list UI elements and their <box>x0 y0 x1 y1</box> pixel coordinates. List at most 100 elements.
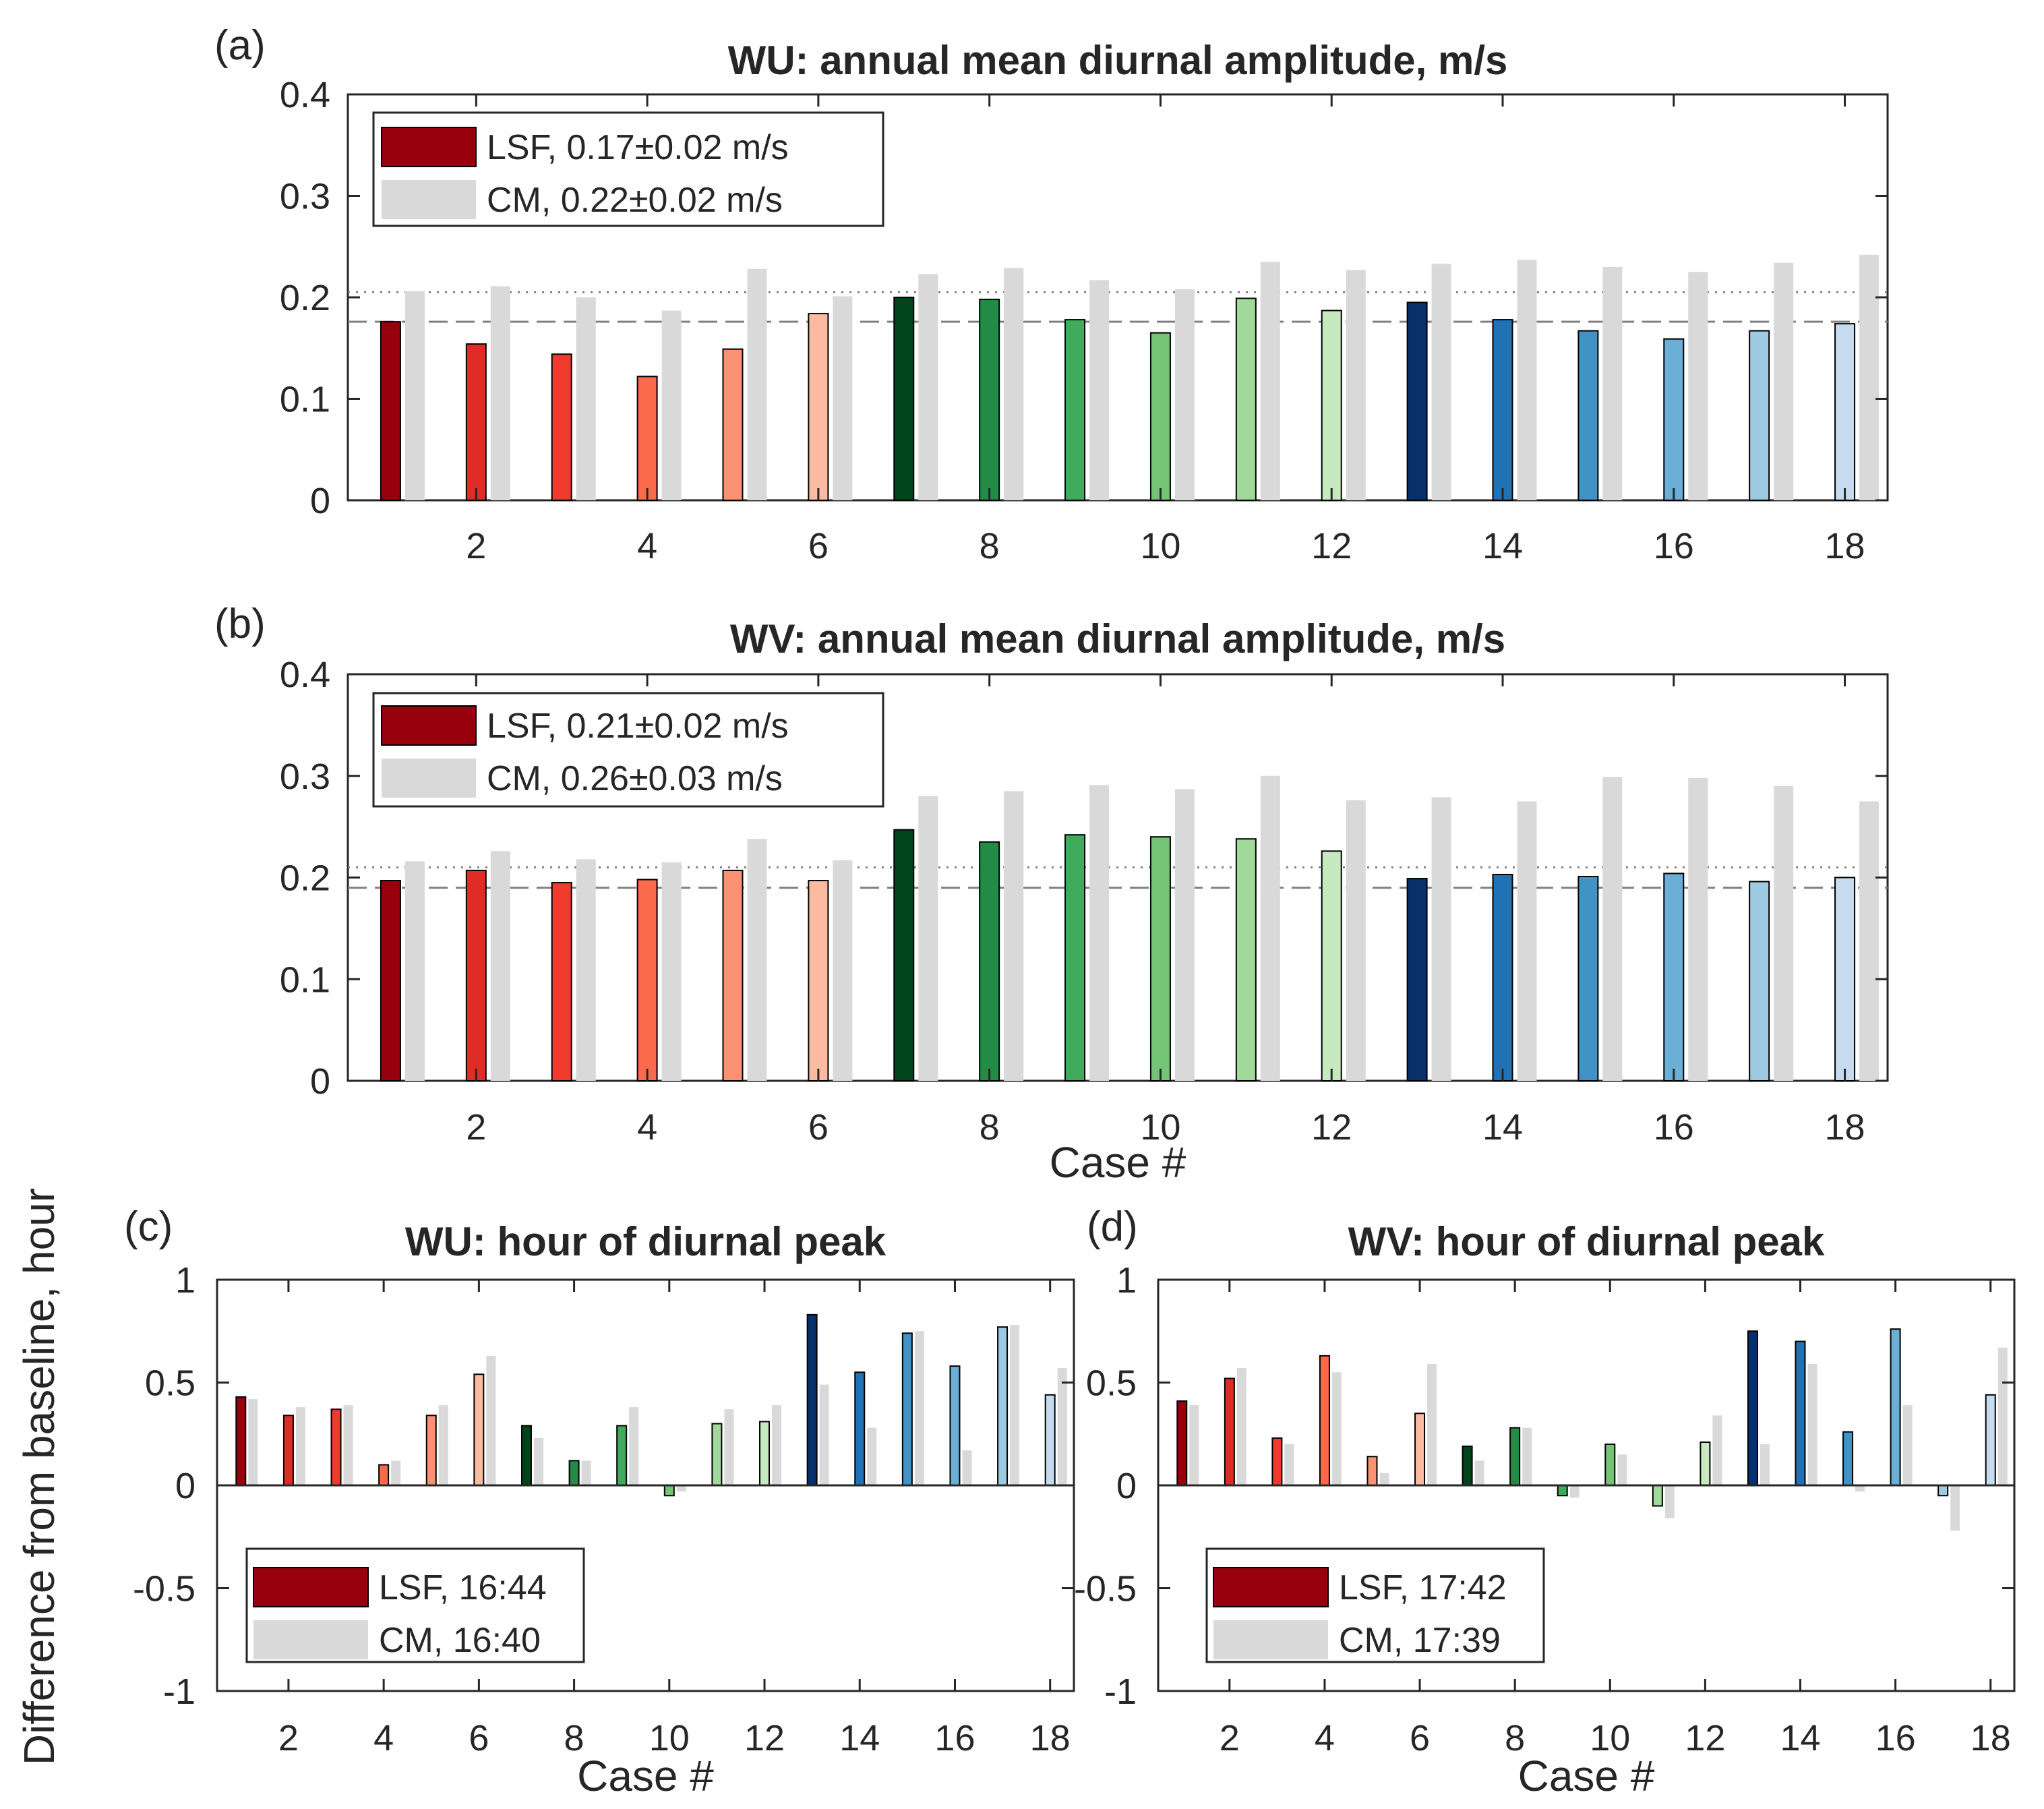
bar-cm-case-6 <box>486 1355 496 1485</box>
bar-lsf-case-10 <box>663 1485 675 1497</box>
x-tick-label: 14 <box>1482 526 1523 566</box>
x-axis-label: Case # <box>577 1752 714 1800</box>
bar-lsf-case-5 <box>1366 1456 1378 1487</box>
x-tick-label: 6 <box>1410 1718 1430 1758</box>
bar-cm-case-18 <box>1057 1368 1067 1485</box>
bar-lsf-case-14 <box>1492 319 1513 501</box>
legend-label-lsf: LSF, 16:44 <box>379 1568 547 1607</box>
bar-lsf-case-3 <box>1271 1437 1283 1487</box>
legend-label-lsf: LSF, 0.17±0.02 m/s <box>487 128 789 167</box>
bar-cm-case-15 <box>1855 1485 1865 1492</box>
x-tick-label: 6 <box>808 526 829 566</box>
bar-lsf-case-9 <box>1064 319 1086 501</box>
y-tick-label: 0.2 <box>280 858 330 899</box>
chart-title: WU: hour of diurnal peak <box>405 1219 886 1264</box>
bar-lsf-case-4 <box>1319 1355 1330 1486</box>
bar-lsf-case-4 <box>378 1464 390 1486</box>
bar-cm-case-10 <box>1174 289 1195 500</box>
bar-lsf-case-7 <box>893 829 915 1081</box>
bar-cm-case-11 <box>1260 262 1280 500</box>
bar-cm-case-3 <box>576 297 596 500</box>
bar-cm-case-17 <box>1774 785 1794 1081</box>
legend-label-cm: CM, 16:40 <box>379 1621 541 1660</box>
x-tick-label: 12 <box>1311 1107 1352 1148</box>
bar-cm-case-15 <box>1602 777 1623 1081</box>
x-axis-label: Case # <box>1050 1138 1186 1187</box>
chart-title: WV: hour of diurnal peak <box>1348 1219 1825 1264</box>
y-tick-label: 0 <box>310 481 330 521</box>
legend-swatch-cm <box>382 759 476 798</box>
bar-lsf-case-15 <box>1842 1431 1854 1486</box>
bar-lsf-case-17 <box>997 1326 1009 1487</box>
bar-cm-case-8 <box>1004 268 1024 500</box>
bar-cm-case-15 <box>914 1331 924 1485</box>
bar-lsf-case-13 <box>1406 301 1428 501</box>
bar-cm-case-15 <box>1602 266 1623 500</box>
y-tick-label: 0 <box>310 1061 330 1102</box>
bar-lsf-case-6 <box>808 880 829 1081</box>
x-tick-label: 18 <box>1825 526 1865 566</box>
panel-a: 0 0.1 0.2 0.3 0.4 2 4 6 8 10 12 14 16 18 WU: annual me… <box>214 22 1889 566</box>
x-tick-label: 10 <box>1140 526 1180 566</box>
bar-lsf-case-9 <box>1557 1485 1568 1497</box>
bar-cm-case-5 <box>747 839 767 1081</box>
x-tick-label: 16 <box>1654 1107 1694 1148</box>
bar-lsf-case-16 <box>1663 872 1685 1081</box>
bar-lsf-case-17 <box>1749 881 1770 1082</box>
bar-lsf-case-11 <box>711 1423 723 1486</box>
bar-cm-case-3 <box>576 859 596 1081</box>
legend: LSF, 0.21±0.02 m/s CM, 0.26±0.03 m/s <box>372 692 884 808</box>
bar-cm-case-16 <box>962 1450 972 1485</box>
legend-swatch-lsf <box>253 1567 369 1607</box>
bar-lsf-case-2 <box>1224 1377 1235 1487</box>
bar-lsf-case-7 <box>1462 1446 1473 1487</box>
y-tick-label: 1 <box>175 1260 196 1301</box>
x-tick-label: 10 <box>649 1718 690 1758</box>
y-tick-label: -0.5 <box>1074 1569 1137 1609</box>
x-tick-label: 14 <box>1780 1718 1820 1758</box>
bar-lsf-case-17 <box>1749 330 1770 502</box>
bar-lsf-case-2 <box>465 343 487 502</box>
x-axis-label: Case # <box>1518 1752 1655 1800</box>
x-tick-label: 14 <box>1482 1107 1523 1148</box>
bar-lsf-case-7 <box>893 297 915 501</box>
bar-lsf-case-13 <box>1406 878 1428 1081</box>
y-tick-label: 0.2 <box>280 278 330 318</box>
panel-label: (d) <box>1087 1204 1138 1250</box>
bar-cm-case-17 <box>1774 262 1794 500</box>
x-tick-label: 4 <box>637 1107 657 1148</box>
bar-lsf-case-9 <box>1064 834 1086 1082</box>
bar-lsf-case-5 <box>425 1415 437 1487</box>
bar-lsf-case-10 <box>1149 332 1171 501</box>
bar-cm-case-14 <box>1807 1364 1817 1485</box>
bar-cm-case-13 <box>1760 1444 1770 1485</box>
x-tick-label: 2 <box>466 1107 486 1148</box>
x-tick-label: 18 <box>1971 1718 2011 1758</box>
bar-lsf-case-16 <box>949 1365 961 1486</box>
x-tick-label: 4 <box>373 1718 394 1758</box>
legend-swatch-cm <box>1213 1620 1328 1659</box>
bar-cm-case-13 <box>1431 797 1451 1081</box>
bar-cm-case-9 <box>1569 1485 1580 1498</box>
bar-lsf-case-11 <box>1235 297 1257 501</box>
legend-swatch-lsf <box>1213 1567 1329 1607</box>
bar-lsf-case-6 <box>473 1373 485 1487</box>
bar-cm-case-10 <box>676 1485 686 1492</box>
bar-lsf-case-1 <box>235 1396 247 1487</box>
bar-cm-case-11 <box>1664 1485 1675 1518</box>
bar-cm-case-4 <box>661 310 682 500</box>
bar-lsf-case-4 <box>636 376 658 502</box>
bar-cm-case-5 <box>438 1405 448 1485</box>
bar-cm-case-7 <box>918 274 938 500</box>
bar-lsf-case-14 <box>854 1371 866 1486</box>
chart-title: WV: annual mean diurnal amplitude, m/s <box>730 616 1505 661</box>
y-tick-label: 1 <box>1116 1260 1137 1301</box>
x-tick-label: 8 <box>564 1718 584 1758</box>
bar-lsf-case-8 <box>979 299 1000 501</box>
bar-cm-case-8 <box>1004 791 1024 1081</box>
x-tick-label: 10 <box>1140 1107 1180 1148</box>
bar-cm-case-12 <box>1712 1415 1722 1485</box>
bar-lsf-case-5 <box>722 869 744 1081</box>
x-tick-label: 8 <box>980 526 1000 566</box>
